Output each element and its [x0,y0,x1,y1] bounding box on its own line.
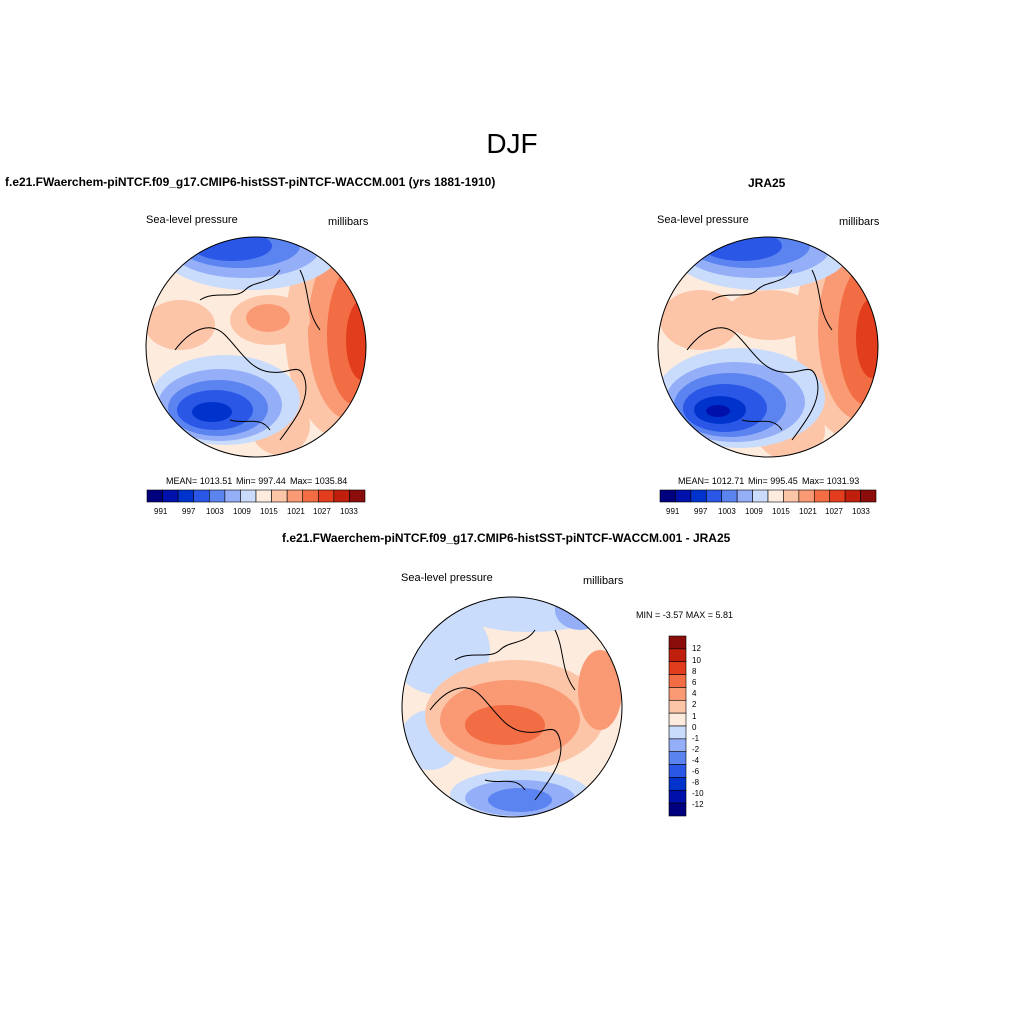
model-variable-label: Sea-level pressure [146,214,238,226]
obs-colorbar-tick: 1033 [852,507,870,516]
colorbar-swatch [668,725,687,740]
colorbar-swatch [668,764,687,778]
diff-colorbar-tick: 8 [692,667,697,676]
obs-case-title: JRA25 [748,176,786,190]
diff-case-title: f.e21.FWaerchem-piNTCF.f09_g17.CMIP6-his… [282,531,731,545]
obs-units-label: millibars [839,216,880,228]
diff-minmax-value: MIN = -3.57 MAX = 5.81 [636,610,734,620]
model-colorbar-tick: 1003 [206,507,224,516]
diff-colorbar-tick: 6 [692,678,697,687]
colorbar-swatch [668,635,687,650]
diff-colorbar-tick: -4 [692,756,700,765]
model-colorbar-tick: 997 [182,507,196,516]
model-colorbar [146,489,366,503]
colorbar-swatch [668,674,687,688]
diff-colorbar-tick: 2 [692,700,697,709]
obs-mean-value: MEAN= 1012.71 [678,476,745,486]
model-colorbar-tick: 1027 [313,507,331,516]
model-case-title: f.e21.FWaerchem-piNTCF.f09_g17.CMIP6-his… [5,175,496,189]
obs-min-value: Min= 995.45 [748,476,798,486]
diff-colorbar-tick: 0 [692,723,697,732]
diff-units-label: millibars [583,575,624,587]
colorbar-swatch [860,489,877,503]
diff-colorbar-tick: 10 [692,656,701,665]
model-colorbar-tick: 1009 [233,507,251,516]
diff-colorbar-tick: -8 [692,778,700,787]
model-units-label: millibars [328,216,369,228]
diff-colorbar-tick: -1 [692,734,700,743]
diff-colorbar-tick: -10 [692,789,704,798]
colorbar-swatch [668,789,687,804]
model-max-value: Max= 1035.84 [290,476,348,486]
colorbar-swatch [668,777,687,791]
colorbar-swatch [668,648,687,663]
colorbar-swatch [668,687,687,701]
diff-colorbar-tick: -6 [692,767,700,776]
model-colorbar-tick: 1033 [340,507,358,516]
model-colorbar-tick: 991 [154,507,168,516]
diff-colorbar [668,635,687,817]
diff-colorbar-tick: 1 [692,712,697,721]
colorbar-swatch [668,699,687,714]
diff-variable-label: Sea-level pressure [401,572,493,584]
model-mean-value: MEAN= 1013.51 [166,476,233,486]
obs-colorbar-tick: 997 [694,507,708,516]
diff-colorbar-tick: 12 [692,644,701,653]
colorbar-swatch [668,738,687,753]
model-colorbar-tick: 1015 [260,507,278,516]
obs-colorbar [659,489,877,503]
obs-colorbar-tick: 1027 [825,507,843,516]
obs-colorbar-tick: 1015 [772,507,790,516]
diff-colorbar-tick: -12 [692,800,704,809]
colorbar-swatch [668,751,687,765]
diff-colorbar-tick: 4 [692,689,697,698]
obs-colorbar-tick: 1003 [718,507,736,516]
model-min-value: Min= 997.44 [236,476,286,486]
model-colorbar-tick: 1021 [287,507,305,516]
obs-colorbar-tick: 1009 [745,507,763,516]
diff-colorbar-tick: -2 [692,745,700,754]
colorbar-swatch [668,712,687,727]
season-title: DJF [486,128,538,159]
colorbar-swatch [668,802,687,817]
obs-max-value: Max= 1031.93 [802,476,860,486]
colorbar-swatch [349,489,366,503]
colorbar-swatch [668,661,687,675]
obs-colorbar-tick: 991 [666,507,680,516]
obs-variable-label: Sea-level pressure [657,214,749,226]
obs-colorbar-tick: 1021 [799,507,817,516]
